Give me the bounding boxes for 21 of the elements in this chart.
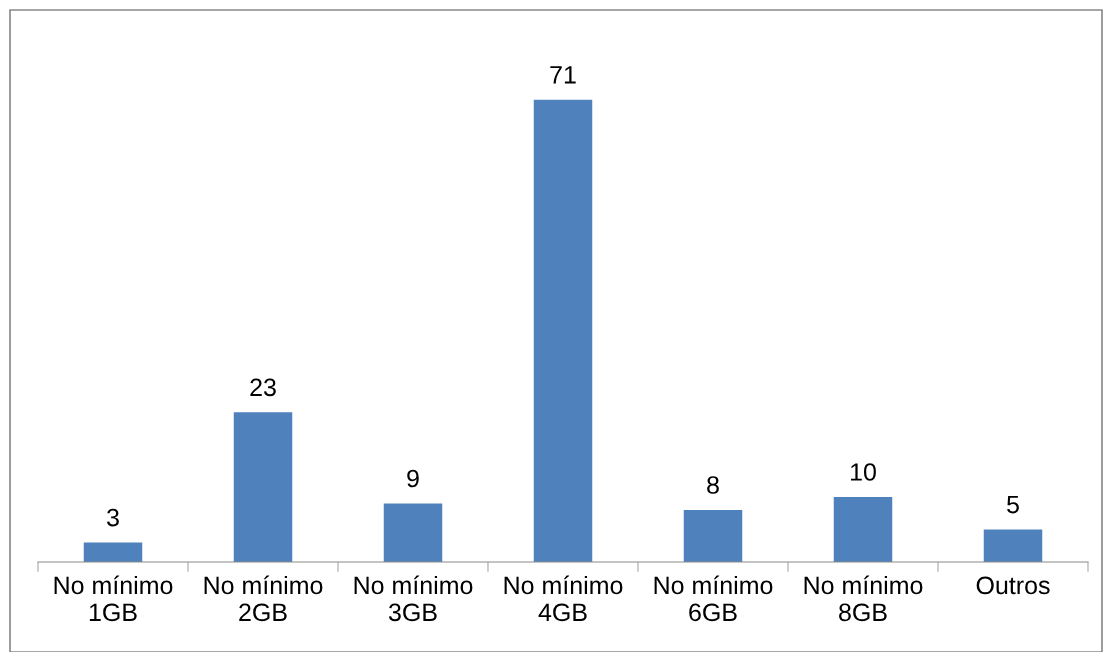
x-tick-label: No mínimo 8GB xyxy=(804,575,923,622)
x-tick-label: No mínimo 4GB xyxy=(504,575,623,622)
x-tick-label: Outros xyxy=(976,576,1050,595)
bar xyxy=(683,509,743,562)
bar xyxy=(533,99,593,562)
bar xyxy=(83,542,143,562)
data-label: 3 xyxy=(107,508,119,527)
x-tick-label: No mínimo 2GB xyxy=(204,575,323,622)
x-tick-label: No mínimo 1GB xyxy=(54,575,173,622)
data-label: 8 xyxy=(707,476,719,494)
data-label: 5 xyxy=(1007,495,1019,514)
data-label: 23 xyxy=(250,378,276,397)
bar xyxy=(383,503,443,562)
bar xyxy=(983,529,1043,562)
x-tick-label: No mínimo 3GB xyxy=(354,575,473,622)
bar xyxy=(833,496,893,562)
data-label: 10 xyxy=(851,463,876,481)
bar xyxy=(233,412,293,562)
data-label: 71 xyxy=(550,66,576,84)
data-label: 9 xyxy=(407,469,419,488)
x-tick-label: No mínimo 6GB xyxy=(654,575,773,622)
